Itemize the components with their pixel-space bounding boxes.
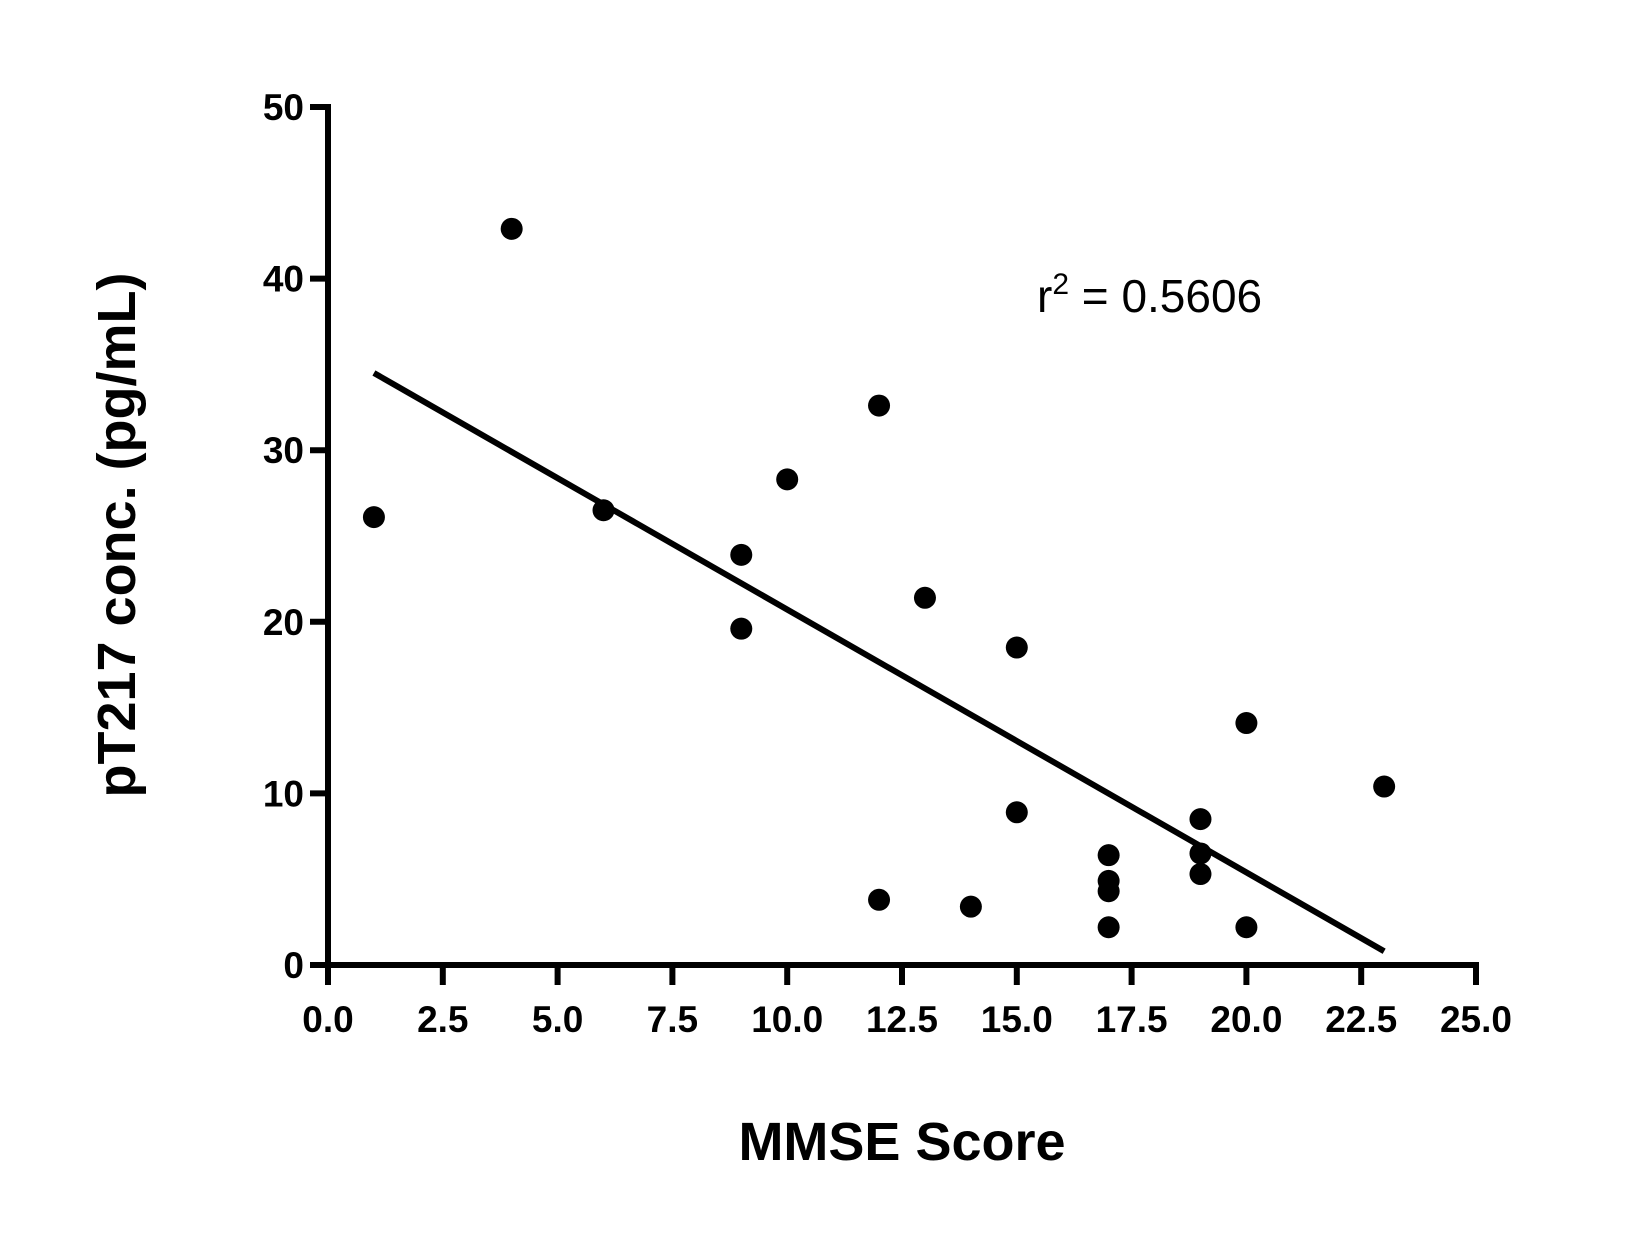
data-point [1097,916,1120,939]
x-axis-title: MMSE Score [738,1112,1065,1172]
x-tick-label: 15.0 [981,999,1053,1040]
x-tick-label: 10.0 [751,999,823,1040]
data-point [1235,712,1258,735]
data-point [868,394,891,417]
x-tick-label: 2.5 [417,999,468,1040]
data-point [1373,775,1396,798]
x-tick-label: 25.0 [1440,999,1512,1040]
y-tick-label: 40 [263,259,304,300]
data-point [1097,844,1120,867]
data-point [730,543,753,566]
y-tick-label: 30 [263,430,304,471]
y-tick-label: 20 [263,602,304,643]
data-point [913,586,936,609]
data-point [500,217,523,240]
data-point [1189,863,1212,886]
x-tick-label: 0.0 [302,999,353,1040]
data-point [730,617,753,640]
y-tick-label: 10 [263,773,304,814]
data-point [868,888,891,911]
x-tick-label: 17.5 [1096,999,1168,1040]
y-tick-label: 0 [283,945,304,986]
y-ticks: 0 10 20 30 40 50 [263,87,328,986]
x-tick-label: 7.5 [647,999,698,1040]
data-point [1097,880,1120,903]
x-tick-label: 20.0 [1210,999,1282,1040]
y-tick-label: 50 [263,87,304,128]
data-point [1005,636,1028,659]
data-point [1235,916,1258,939]
data-point [1189,808,1212,831]
data-points [362,217,1396,939]
y-axis-title: pT217 conc. (pg/mL) [87,272,147,797]
data-point [362,506,385,529]
x-tick-label: 22.5 [1325,999,1397,1040]
data-point [959,895,982,918]
data-point [776,468,799,491]
x-tick-label: 5.0 [532,999,583,1040]
regression-line [372,370,1386,954]
data-point [1005,801,1028,824]
x-tick-label: 12.5 [866,999,938,1040]
r-squared-annotation: r2 = 0.5606 [1037,268,1262,322]
x-ticks: 0.0 2.5 5.0 7.5 10.0 12.5 15.0 17.5 20.0 22.5 25.0 [302,965,1512,1040]
